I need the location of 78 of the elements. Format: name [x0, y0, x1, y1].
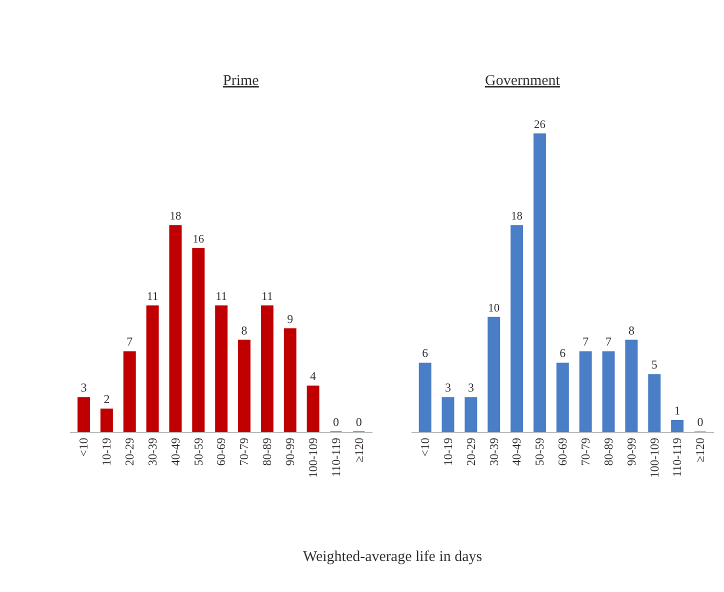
- data-label: 7: [126, 334, 133, 349]
- data-label: 3: [468, 380, 474, 395]
- data-label: 9: [287, 312, 294, 326]
- data-label: 18: [170, 210, 182, 223]
- bar: [238, 340, 250, 432]
- data-label: 3: [80, 380, 87, 395]
- data-label: 16: [192, 234, 204, 246]
- data-label: 2: [104, 392, 110, 406]
- bar: [284, 328, 296, 432]
- x-tick-label: 100-109: [306, 438, 320, 478]
- bar: [556, 362, 569, 432]
- x-tick-label: 70-79: [237, 438, 252, 466]
- x-tick-label: 90-99: [283, 438, 298, 466]
- x-tick-label: 40-49: [168, 438, 182, 466]
- bar: [648, 374, 661, 432]
- bar: [78, 397, 90, 432]
- data-label: 18: [511, 210, 523, 223]
- x-tick-label: 80-89: [260, 438, 274, 466]
- data-label: 0: [356, 415, 362, 429]
- data-label: 0: [332, 415, 339, 429]
- x-tick-label: 80-89: [601, 438, 616, 466]
- x-tick-label: 100-109: [647, 438, 662, 478]
- x-tick-label: <10: [418, 438, 432, 457]
- chart-title: Government: [485, 73, 561, 89]
- x-tick-label: 70-79: [578, 438, 592, 466]
- data-label: 4: [310, 369, 316, 384]
- x-tick-label: 50-59: [191, 438, 206, 466]
- x-tick-label: 20-29: [464, 438, 478, 466]
- data-label: 10: [488, 302, 500, 314]
- bar: [418, 362, 432, 432]
- x-tick-label: ≥120: [352, 438, 366, 462]
- x-tick-label: 30-39: [486, 438, 501, 466]
- data-label: 7: [606, 334, 612, 349]
- data-label: 8: [628, 323, 634, 338]
- bar: [306, 386, 320, 432]
- x-tick-label: 110-119: [670, 438, 684, 477]
- bar: [192, 248, 205, 432]
- x-tick-label: 10-19: [100, 438, 114, 466]
- data-label: 0: [697, 415, 704, 429]
- bar: [442, 397, 454, 432]
- x-tick-label: 30-39: [145, 438, 160, 466]
- x-tick-label: ≥120: [693, 438, 708, 462]
- x-tick-label: 10-19: [440, 438, 455, 466]
- data-label: 8: [241, 323, 248, 338]
- data-label: 1: [674, 404, 680, 418]
- data-label: 11: [146, 288, 158, 303]
- bar: [146, 305, 159, 432]
- bar: [488, 316, 500, 432]
- bar: [625, 340, 638, 432]
- x-tick-label: 50-59: [532, 438, 547, 466]
- data-label: 11: [216, 288, 228, 303]
- data-label: 6: [560, 346, 566, 360]
- x-axis-title: Weighted-average life in days: [303, 549, 482, 565]
- bar: [602, 351, 615, 432]
- data-label: 7: [582, 334, 589, 349]
- bar: [260, 305, 274, 432]
- x-tick-label: 40-49: [510, 438, 524, 466]
- bar: [123, 351, 136, 432]
- bar: [100, 408, 113, 432]
- bar: [510, 225, 524, 432]
- bar: [579, 351, 592, 432]
- bar: [534, 133, 546, 432]
- x-tick-label: 90-99: [624, 438, 638, 466]
- data-label: 3: [445, 380, 452, 395]
- x-tick-label: <10: [76, 438, 91, 457]
- bar: [215, 305, 228, 432]
- x-tick-label: 60-69: [214, 438, 228, 466]
- bar: [464, 397, 478, 432]
- data-label: 5: [651, 358, 658, 372]
- bar: [169, 225, 182, 432]
- data-label: 26: [534, 118, 546, 131]
- bar: [671, 420, 684, 432]
- x-tick-label: 20-29: [122, 438, 137, 466]
- data-label: 11: [261, 288, 273, 303]
- chart-title: Prime: [223, 73, 260, 89]
- data-label: 6: [422, 346, 428, 360]
- x-tick-label: 60-69: [556, 438, 570, 466]
- x-tick-label: 110-119: [328, 438, 343, 477]
